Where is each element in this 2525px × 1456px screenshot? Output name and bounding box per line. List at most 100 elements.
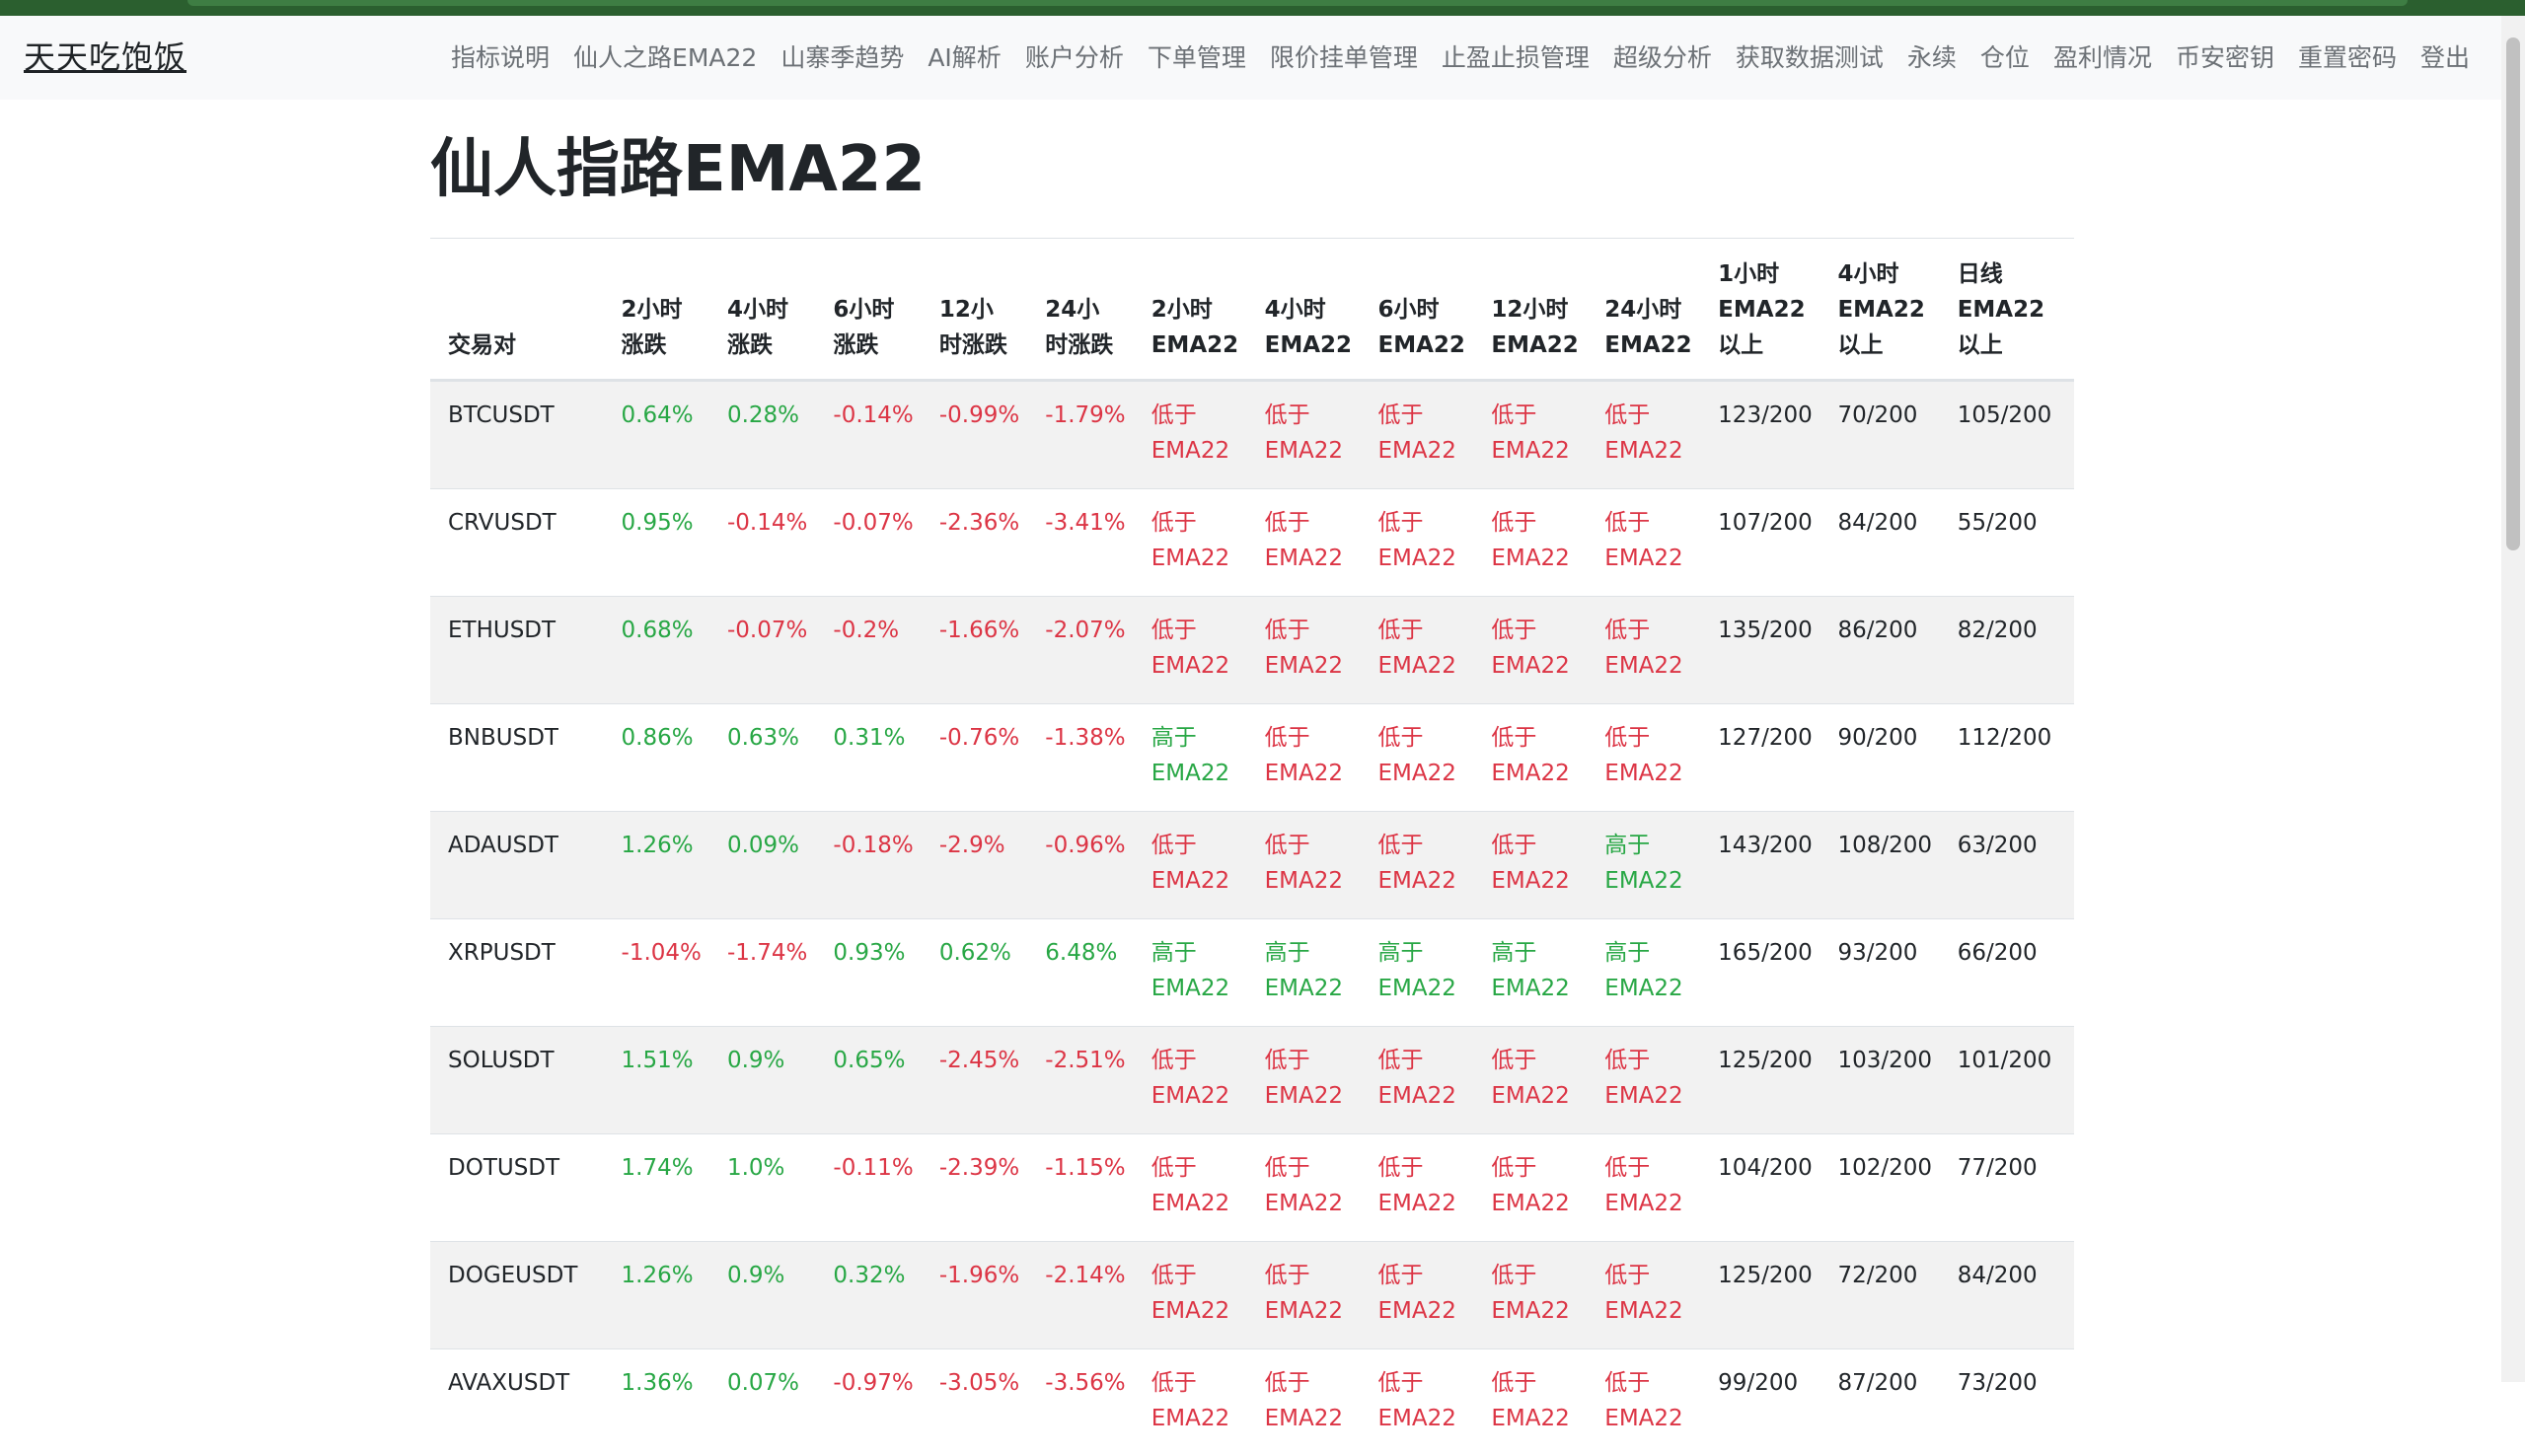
- column-header-0[interactable]: 交易对: [430, 239, 604, 381]
- ema22-status-text: 低于: [1604, 510, 1650, 536]
- above-ema-count: 70/200: [1837, 402, 1917, 428]
- ema22-status-text: 低于: [1265, 1263, 1310, 1288]
- ema22-status-text: EMA22: [1491, 1406, 1569, 1431]
- nav-link-9[interactable]: 获取数据测试: [1724, 16, 1895, 100]
- change-value: 1.26%: [622, 1263, 694, 1288]
- pair-symbol: ETHUSDT: [448, 618, 556, 643]
- ema22-status-text: EMA22: [1491, 438, 1569, 464]
- column-header-2[interactable]: 4小时涨跌: [709, 239, 815, 381]
- change-value: 6.48%: [1045, 940, 1117, 966]
- ema22-status-text: EMA22: [1265, 1083, 1343, 1109]
- nav-link-10[interactable]: 永续: [1895, 16, 1968, 100]
- nav-link-4[interactable]: 账户分析: [1013, 16, 1136, 100]
- ema22-status-text: EMA22: [1265, 438, 1343, 464]
- ema22-status-text: EMA22: [1378, 1191, 1456, 1216]
- ema22-status-text: 低于: [1604, 1370, 1650, 1396]
- above-ema-count-cell: 102/200: [1819, 1134, 1939, 1242]
- column-header-1[interactable]: 2小时涨跌: [604, 239, 709, 381]
- change-value: 0.32%: [833, 1263, 905, 1288]
- ema22-status-text: EMA22: [1151, 761, 1229, 786]
- ema22-status-text: EMA22: [1604, 761, 1682, 786]
- change-value: -3.05%: [939, 1370, 1019, 1396]
- nav-link-0[interactable]: 指标说明: [439, 16, 561, 100]
- nav-link-6[interactable]: 限价挂单管理: [1258, 16, 1430, 100]
- ema22-status-text: 低于: [1491, 1263, 1536, 1288]
- change-cell: -3.56%: [1027, 1349, 1133, 1456]
- above-ema-count: 108/200: [1837, 833, 1932, 858]
- nav-link-1[interactable]: 仙人之路EMA22: [561, 16, 769, 100]
- pair-cell: SOLUSDT: [430, 1027, 604, 1134]
- column-header-text: EMA22: [1491, 332, 1578, 358]
- nav-link-3[interactable]: AI解析: [916, 16, 1012, 100]
- change-value: -0.11%: [833, 1155, 913, 1181]
- nav-link-2[interactable]: 山寨季趋势: [769, 16, 916, 100]
- column-header-text: EMA22: [1718, 297, 1805, 323]
- nav-link-14[interactable]: 重置密码: [2286, 16, 2409, 100]
- nav-item: 获取数据测试: [1724, 16, 1895, 100]
- column-header-3[interactable]: 6小时涨跌: [815, 239, 921, 381]
- ema22-status-text: 低于: [1265, 1370, 1310, 1396]
- nav-link-11[interactable]: 仓位: [1968, 16, 2042, 100]
- nav-link-12[interactable]: 盈利情况: [2042, 16, 2164, 100]
- above-ema-count: 143/200: [1718, 833, 1813, 858]
- nav-link-5[interactable]: 下单管理: [1136, 16, 1258, 100]
- above-ema-count: 86/200: [1837, 618, 1917, 643]
- ema22-status-text: 低于: [1151, 1048, 1197, 1073]
- scrollbar-thumb[interactable]: [2506, 37, 2520, 550]
- change-cell: -1.74%: [709, 919, 815, 1027]
- nav-link-7[interactable]: 止盈止损管理: [1430, 16, 1601, 100]
- change-value: 0.95%: [622, 510, 694, 536]
- nav-link-8[interactable]: 超级分析: [1601, 16, 1724, 100]
- above-ema-count: 101/200: [1958, 1048, 2052, 1073]
- change-cell: 1.36%: [604, 1349, 709, 1456]
- change-cell: -0.97%: [815, 1349, 921, 1456]
- change-cell: -2.14%: [1027, 1242, 1133, 1349]
- change-value: -0.07%: [833, 510, 913, 536]
- change-cell: -0.14%: [709, 489, 815, 597]
- ema22-status-text: EMA22: [1265, 1191, 1343, 1216]
- change-cell: 0.68%: [604, 597, 709, 704]
- page-scrollbar[interactable]: [2501, 16, 2525, 1382]
- pair-symbol: CRVUSDT: [448, 510, 557, 536]
- nav-link-13[interactable]: 币安密钥: [2164, 16, 2286, 100]
- ema22-status-text: 高于: [1151, 940, 1197, 966]
- change-value: -0.2%: [833, 618, 899, 643]
- change-cell: 1.74%: [604, 1134, 709, 1242]
- nav-link-15[interactable]: 登出: [2409, 16, 2482, 100]
- ema22-status-text: EMA22: [1604, 438, 1682, 464]
- ema22-status-text: EMA22: [1378, 761, 1456, 786]
- ema22-status-text: EMA22: [1491, 653, 1569, 679]
- ema22-status-text: EMA22: [1378, 1083, 1456, 1109]
- pair-cell: CRVUSDT: [430, 489, 604, 597]
- column-header-5[interactable]: 24小时涨跌: [1027, 239, 1133, 381]
- nav-item: 仙人之路EMA22: [561, 16, 769, 100]
- ema22-status-text: EMA22: [1378, 546, 1456, 571]
- change-value: 0.62%: [939, 940, 1011, 966]
- change-value: -1.38%: [1045, 725, 1125, 751]
- change-value: -0.07%: [727, 618, 807, 643]
- above-ema-count-cell: 165/200: [1700, 919, 1819, 1027]
- brand-logo[interactable]: 天天吃饱饭: [24, 16, 186, 100]
- column-header-4[interactable]: 12小时涨跌: [922, 239, 1027, 381]
